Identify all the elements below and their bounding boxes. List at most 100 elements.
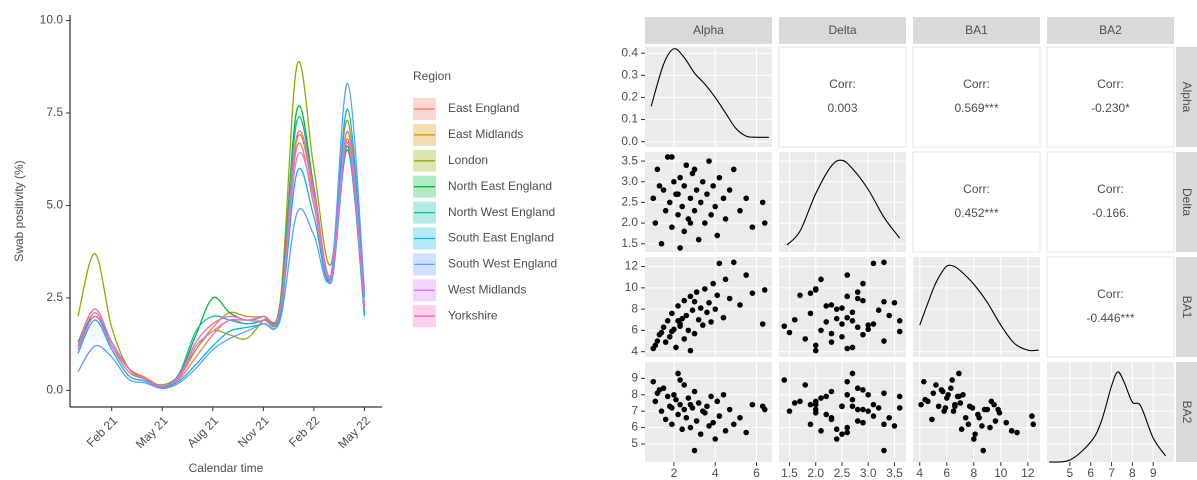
- scatter-point: [844, 272, 851, 278]
- scatter-point: [675, 303, 681, 309]
- y-tick-label: 7.5: [46, 105, 63, 119]
- scatter-point: [896, 405, 903, 411]
- scatter-point: [791, 316, 798, 323]
- scatter-point: [802, 336, 809, 342]
- scatter-point: [662, 416, 669, 423]
- scatter-point: [865, 326, 872, 333]
- scatter-point: [823, 319, 830, 325]
- scatter-point: [687, 401, 694, 408]
- y-tick-label: 6: [631, 420, 638, 434]
- scatter-point: [656, 183, 663, 189]
- x-tick-label: 4: [712, 466, 719, 480]
- y-tick-label: 5.0: [46, 198, 63, 212]
- scatter-point: [712, 436, 719, 442]
- scatter-point: [818, 327, 824, 334]
- scatter-point: [860, 406, 866, 413]
- scatter-point: [865, 391, 872, 398]
- corr-panel: [1046, 151, 1175, 253]
- legend-label: North East England: [448, 179, 552, 193]
- scatter-point: [673, 396, 679, 403]
- scatter-point: [681, 297, 688, 304]
- scatter-point: [812, 342, 819, 349]
- scatter-point: [828, 302, 835, 308]
- scatter-point: [679, 315, 685, 322]
- scatter-point: [683, 162, 690, 169]
- scatter-point: [730, 166, 737, 173]
- scatter-point: [839, 333, 845, 340]
- scatter-point: [854, 385, 861, 392]
- scatter-point: [691, 330, 698, 337]
- x-tick-label: 3.5: [886, 466, 903, 480]
- y-tick-label: 6: [631, 323, 638, 337]
- scatter-point: [700, 178, 706, 185]
- scatter-point: [712, 203, 719, 210]
- corr-panel: [1046, 256, 1175, 358]
- scatter-point: [669, 224, 675, 231]
- y-tick-label: 1.5: [621, 236, 638, 250]
- scatter-point: [849, 396, 856, 403]
- scatter-point: [875, 307, 882, 313]
- scatter-point: [929, 416, 935, 423]
- scatter-point: [957, 400, 964, 406]
- scatter-point: [689, 170, 696, 177]
- y-tick-label: 0.4: [621, 45, 638, 59]
- strip-top-label: Alpha: [693, 23, 724, 37]
- scatter-point: [849, 370, 856, 377]
- strip-top: [913, 17, 1040, 44]
- scatter-point: [693, 187, 700, 193]
- scatter-point: [759, 199, 766, 206]
- strip-top-label: Delta: [828, 23, 856, 37]
- scatter-point: [875, 405, 882, 411]
- scatter-point: [933, 382, 939, 388]
- strip-top: [1047, 17, 1174, 44]
- y-tick-label: 0.0: [621, 134, 638, 148]
- scatter-point: [722, 276, 729, 283]
- panel: [913, 362, 1040, 462]
- density-line: [919, 264, 1039, 352]
- scatter-point: [844, 345, 851, 352]
- scatter-point: [921, 378, 927, 385]
- corr-title: Corr:: [963, 182, 990, 196]
- scatter-point: [664, 154, 671, 160]
- scatter-point: [854, 324, 861, 331]
- strip-top-label: BA1: [965, 23, 988, 37]
- scatter-point: [669, 328, 675, 335]
- scatter-point: [881, 447, 887, 454]
- strip-right-label: BA1: [1180, 296, 1194, 319]
- scatter-point: [1014, 429, 1020, 436]
- series-line: [77, 82, 366, 390]
- scatter-point: [828, 414, 835, 421]
- scatter-point: [849, 318, 856, 324]
- x-tick-label: Feb 22: [286, 413, 323, 450]
- scatter-point: [679, 426, 685, 433]
- scatter-point: [952, 403, 958, 410]
- legend-title: Region: [413, 69, 451, 83]
- corr-value: 0.003: [827, 101, 857, 115]
- scatter-point: [833, 315, 840, 322]
- scatter-point: [677, 401, 683, 408]
- scatter-point: [714, 232, 721, 239]
- scatter-point: [870, 260, 877, 267]
- scatter-point: [949, 377, 955, 383]
- scatter-point: [697, 305, 704, 311]
- y-tick-label: 2.5: [46, 290, 63, 304]
- corr-title: Corr:: [1097, 77, 1124, 91]
- y-tick-label: 8: [631, 387, 638, 401]
- scatter-point: [712, 306, 719, 312]
- scatter-point: [812, 406, 819, 413]
- corr-title: Corr:: [829, 77, 856, 91]
- scatter-point: [708, 393, 714, 400]
- scatter-point: [823, 303, 830, 309]
- scatter-point: [702, 410, 708, 416]
- scatter-point: [695, 316, 702, 323]
- scatter-point: [691, 207, 698, 214]
- scatter-point: [726, 295, 733, 302]
- scatter-point: [896, 318, 903, 324]
- corr-value: -0.166.: [1092, 206, 1129, 220]
- scatter-point: [691, 447, 698, 454]
- scatter-point: [886, 312, 893, 319]
- x-tick-label: 8: [1129, 466, 1136, 480]
- x-tick-label: 5: [1067, 466, 1074, 480]
- scatter-point: [710, 419, 716, 426]
- corr-panel: [1046, 46, 1175, 148]
